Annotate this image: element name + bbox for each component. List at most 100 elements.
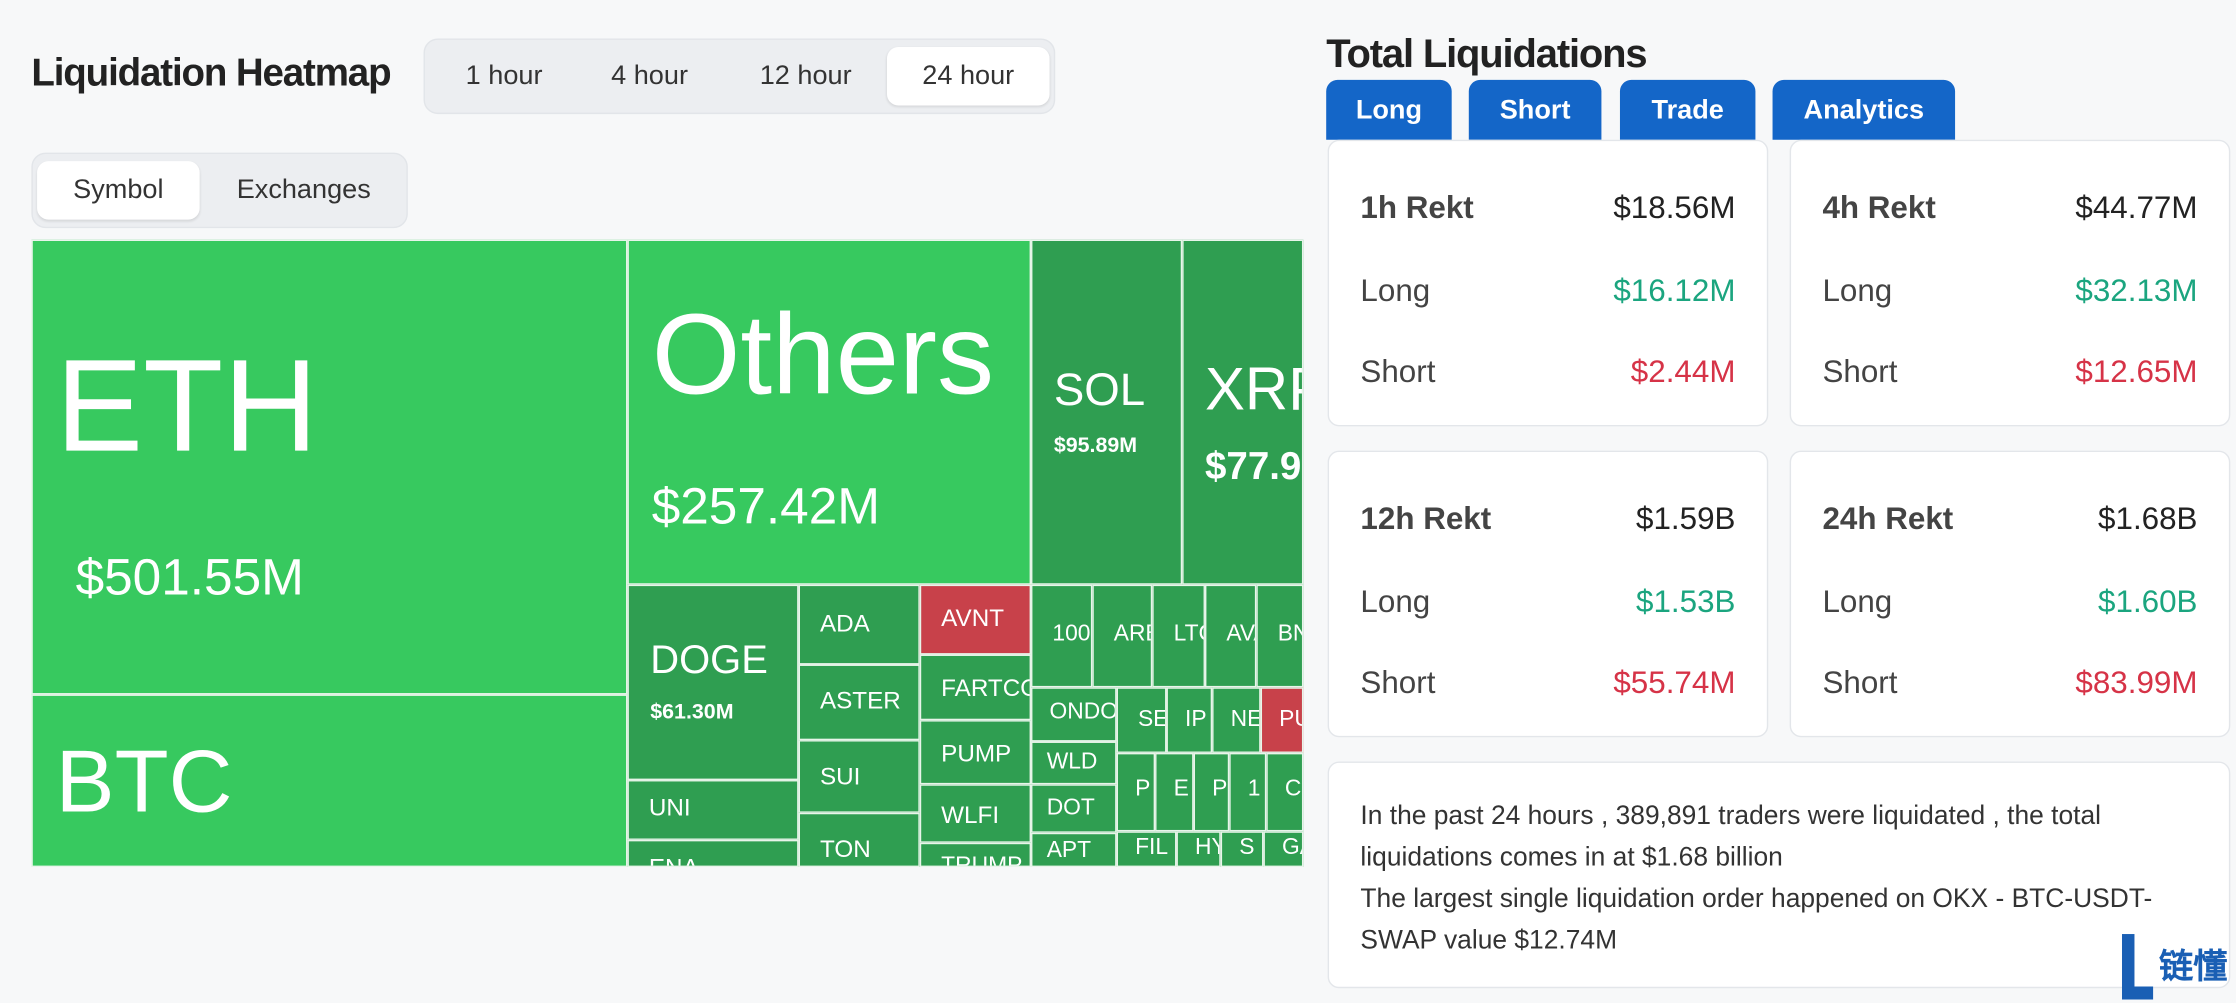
treemap-cell[interactable]: SUI bbox=[798, 740, 920, 813]
cell-label: LTC bbox=[1173, 621, 1204, 646]
time-range-button[interactable]: 12 hour bbox=[759, 61, 852, 92]
cell-label: E bbox=[1173, 777, 1189, 802]
page-title: Liquidation Heatmap bbox=[31, 51, 391, 95]
card-title: 24h Rekt bbox=[1822, 500, 1954, 537]
treemap-cell[interactable]: S bbox=[1220, 831, 1264, 868]
cell-label: S bbox=[1239, 835, 1255, 860]
treemap-cell[interactable]: ASTER bbox=[798, 664, 920, 741]
treemap-cell[interactable]: NEAR bbox=[1212, 687, 1261, 753]
treemap-cell[interactable]: P bbox=[1193, 752, 1230, 832]
summary-box: In the past 24 hours , 389,891 traders w… bbox=[1327, 761, 2231, 989]
treemap-cell[interactable]: PU bbox=[1260, 687, 1304, 753]
cell-label: ADA bbox=[819, 610, 870, 638]
tab[interactable]: Short bbox=[1468, 79, 1602, 140]
cell-label: NEAR bbox=[1230, 707, 1261, 732]
cell-label: AVAX bbox=[1226, 621, 1255, 646]
cell-label: FARTCOIN bbox=[941, 674, 1029, 702]
cell-label: HYPE bbox=[1195, 835, 1219, 860]
treemap-cell[interactable]: WLFI bbox=[919, 784, 1032, 843]
cell-label: Others bbox=[651, 290, 995, 418]
treemap-cell[interactable]: FARTCOIN bbox=[919, 654, 1032, 721]
long-value: $32.13M bbox=[2075, 272, 2198, 309]
treemap-cell[interactable]: 100 bbox=[1031, 584, 1093, 688]
long-label: Long bbox=[1822, 583, 1893, 619]
cell-label: BTC bbox=[55, 732, 233, 832]
treemap-cell[interactable]: FIL bbox=[1116, 831, 1177, 868]
cell-value: $257.42M bbox=[651, 476, 881, 535]
treemap-cell[interactable]: E bbox=[1155, 752, 1194, 832]
treemap-cell[interactable]: DOGE $61.30M bbox=[627, 584, 799, 781]
time-range-button[interactable]: 4 hour bbox=[611, 61, 688, 92]
treemap-cell[interactable]: IP bbox=[1166, 687, 1213, 753]
cell-label: P bbox=[1135, 777, 1151, 802]
treemap-cell[interactable]: DOT bbox=[1031, 784, 1117, 833]
cell-label: SUI bbox=[819, 762, 861, 791]
treemap-cell[interactable]: LTC bbox=[1152, 584, 1205, 688]
cell-label: ARB bbox=[1113, 621, 1151, 646]
treemap-cell[interactable]: SEI bbox=[1116, 687, 1167, 753]
treemap-cell[interactable]: BNB bbox=[1256, 584, 1304, 688]
short-value: $2.44M bbox=[1630, 353, 1736, 390]
treemap-cell[interactable]: 1 bbox=[1229, 752, 1267, 832]
stat-card: 4h Rekt $44.77M Long $32.13M Short $12.65M bbox=[1789, 139, 2231, 427]
treemap-cell[interactable]: APT bbox=[1031, 832, 1117, 868]
treemap-cell[interactable]: XRP $77.95M bbox=[1182, 239, 1304, 585]
card-title: 12h Rekt bbox=[1360, 500, 1492, 537]
short-label: Short bbox=[1360, 353, 1436, 390]
cell-label: UNI bbox=[648, 794, 691, 822]
panel-title: Total Liquidations bbox=[1326, 31, 1647, 76]
cell-label: XRP bbox=[1204, 355, 1302, 423]
treemap-cell[interactable]: BTC bbox=[31, 694, 628, 868]
treemap-cell[interactable]: ETH $501.55M bbox=[31, 239, 628, 695]
cell-label: IP bbox=[1185, 707, 1207, 732]
cell-label: ENA bbox=[649, 856, 699, 866]
cell-label: DOGE bbox=[650, 637, 768, 682]
time-range-button[interactable]: 24 hour bbox=[886, 47, 1050, 106]
card-total: $44.77M bbox=[2075, 189, 2198, 226]
cell-value: $95.89M bbox=[1053, 433, 1138, 458]
short-value: $12.65M bbox=[2075, 353, 2198, 390]
short-label: Short bbox=[1822, 353, 1898, 390]
long-value: $16.12M bbox=[1613, 272, 1736, 309]
treemap-cell[interactable]: TRUMP bbox=[919, 842, 1032, 868]
treemap-cell[interactable]: PUMP bbox=[919, 720, 1032, 785]
treemap-cell[interactable]: GA bbox=[1263, 831, 1304, 868]
view-button[interactable]: Exchanges bbox=[236, 175, 371, 206]
view-control: Symbol Exchanges bbox=[31, 152, 408, 229]
treemap-cell[interactable]: ONDO bbox=[1031, 687, 1117, 742]
cell-label: ONDO bbox=[1049, 700, 1117, 725]
treemap-cell[interactable]: ADA bbox=[798, 584, 920, 665]
treemap-cell[interactable]: SOL $95.89M bbox=[1031, 239, 1183, 585]
long-label: Long bbox=[1360, 272, 1431, 309]
cell-label: ASTER bbox=[819, 687, 901, 715]
treemap-cell[interactable]: HYPE bbox=[1176, 831, 1221, 868]
treemap-cell[interactable]: ENA bbox=[627, 839, 799, 868]
tab[interactable]: Trade bbox=[1619, 79, 1756, 140]
treemap-cell[interactable]: ARB bbox=[1092, 584, 1153, 688]
cell-label: TON bbox=[819, 835, 871, 863]
cell-label: WLD bbox=[1046, 750, 1098, 775]
treemap-cell[interactable]: WLD bbox=[1031, 741, 1117, 785]
cell-label: FIL bbox=[1135, 835, 1169, 860]
tab[interactable]: Long bbox=[1326, 79, 1452, 140]
long-value: $1.53B bbox=[1636, 583, 1736, 619]
tab[interactable]: Analytics bbox=[1772, 79, 1956, 140]
cell-value: $77.95M bbox=[1204, 444, 1302, 488]
cell-label: C bbox=[1284, 777, 1302, 802]
treemap-cell[interactable]: Others $257.42M bbox=[627, 239, 1032, 585]
time-range-control: 1 hour 4 hour 12 hour 24 hour bbox=[423, 38, 1056, 115]
logo-text: 链懂 bbox=[2158, 948, 2228, 987]
view-button[interactable]: Symbol bbox=[37, 161, 200, 220]
treemap-cell[interactable]: C bbox=[1266, 752, 1304, 832]
treemap-cell[interactable]: AVAX bbox=[1204, 584, 1257, 688]
cell-label: P bbox=[1212, 777, 1228, 802]
treemap-cell[interactable]: TON bbox=[798, 812, 920, 868]
cell-label: SOL bbox=[1053, 363, 1146, 415]
treemap-cell[interactable]: AVNT bbox=[919, 584, 1032, 655]
card-title: 1h Rekt bbox=[1360, 189, 1474, 226]
treemap-cell[interactable]: UNI bbox=[627, 780, 799, 840]
treemap-cell[interactable]: P bbox=[1116, 752, 1156, 832]
summary-line: The largest single liquidation order hap… bbox=[1360, 882, 2153, 955]
time-range-button[interactable]: 1 hour bbox=[465, 61, 543, 92]
